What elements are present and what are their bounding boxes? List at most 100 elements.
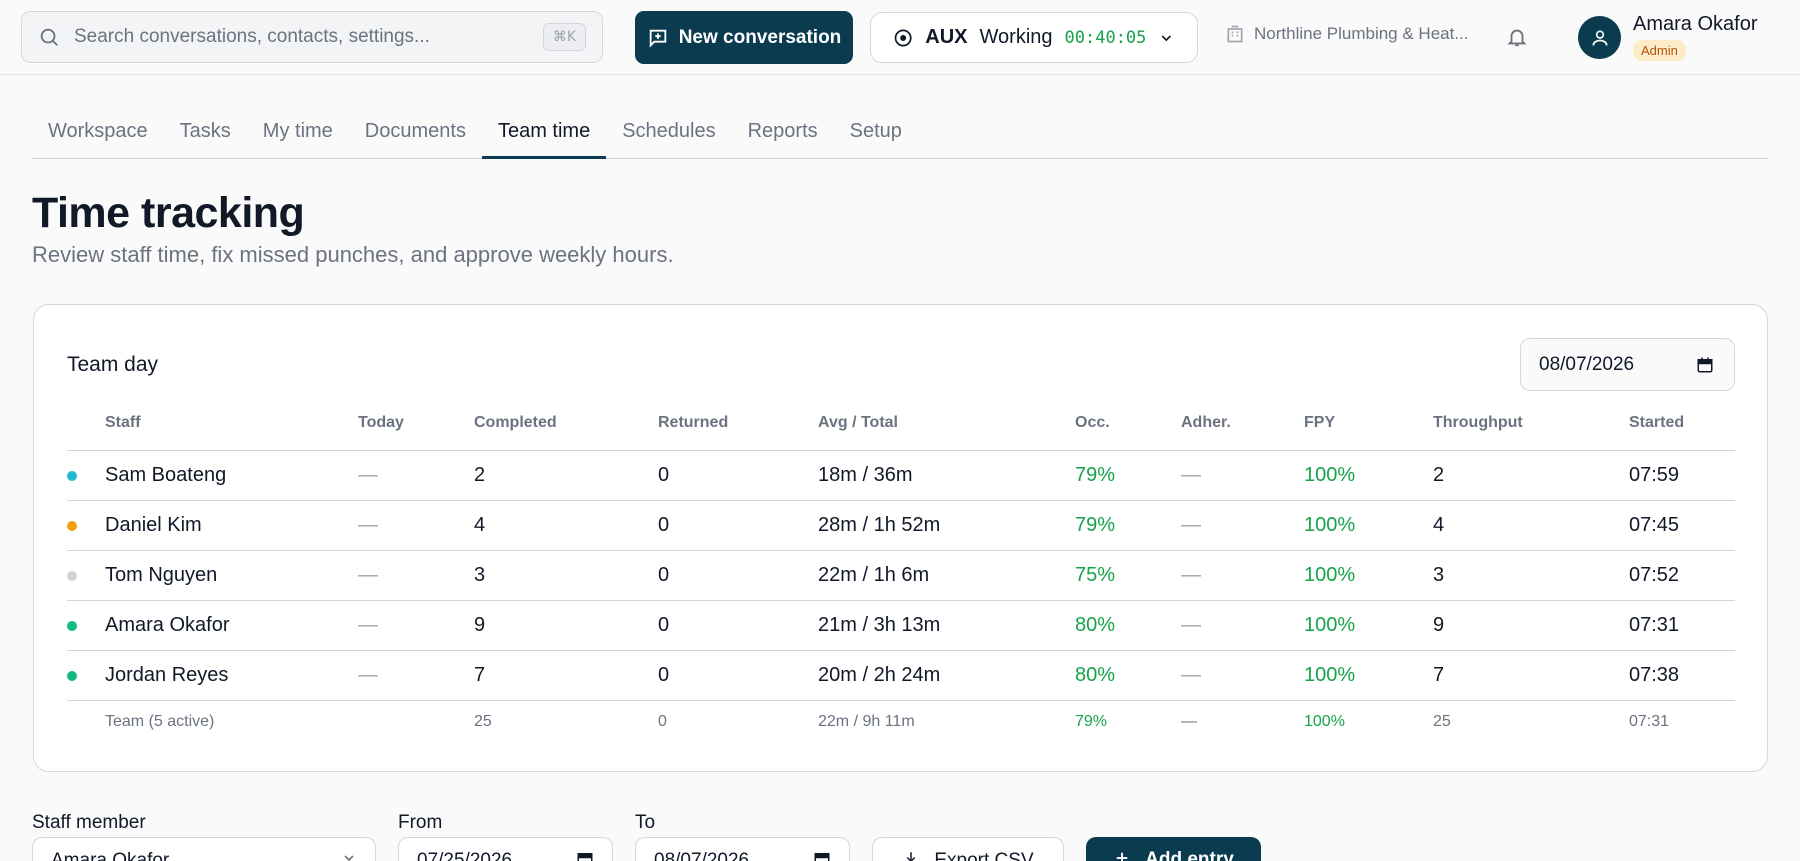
- export-csv-label: Export CSV: [934, 850, 1034, 861]
- fpy-cell: 100%: [1304, 650, 1433, 701]
- status-dot: [67, 670, 77, 681]
- throughput-cell: 25: [1433, 713, 1451, 731]
- status-cell: [67, 600, 105, 651]
- staff-cell: Team (5 active): [105, 713, 215, 731]
- status-cell: [67, 650, 105, 701]
- notifications-button[interactable]: [1506, 26, 1528, 53]
- search-shortcut-badge: ⌘K: [542, 23, 586, 51]
- avg-total-cell: 22m / 1h 6m: [818, 550, 1075, 601]
- today-cell: —: [358, 550, 474, 601]
- adherence-cell: —: [1181, 500, 1304, 551]
- column-header[interactable]: Occ.: [1075, 396, 1181, 451]
- search-input[interactable]: Search conversations, contacts, settings…: [21, 11, 603, 63]
- throughput-cell: 4: [1433, 500, 1629, 551]
- started-cell: 07:31: [1629, 713, 1670, 731]
- occupancy-cell: 80%: [1075, 600, 1181, 651]
- date-value: 08/07/2026: [1539, 353, 1635, 375]
- calendar-icon: [814, 853, 830, 861]
- status-cell: [67, 700, 105, 744]
- team-day-date-input[interactable]: 08/07/2026: [1520, 338, 1735, 391]
- completed-cell: 2: [474, 450, 658, 501]
- returned-cell: 0: [658, 713, 667, 731]
- today-cell: [358, 700, 474, 744]
- staff-cell: Amara Okafor: [105, 600, 358, 651]
- column-header[interactable]: Completed: [474, 396, 658, 451]
- fpy-cell: 100%: [1304, 450, 1433, 501]
- download-icon: [907, 852, 916, 861]
- returned-cell: 0: [658, 550, 818, 601]
- staff-member-select[interactable]: Amara Okafor: [32, 837, 376, 861]
- tab-reports[interactable]: Reports: [747, 120, 818, 142]
- organization-switcher[interactable]: Northline Plumbing & Heat...: [1225, 24, 1469, 44]
- staff-cell: Tom Nguyen: [105, 550, 358, 601]
- table-row[interactable]: Sam Boateng —2 0 18m / 36m 79% —100% 2 07:59: [67, 450, 1735, 501]
- fpy-cell: 100%: [1304, 600, 1433, 651]
- table-row[interactable]: Tom Nguyen —3 0 22m / 1h 6m 75% —100% 3 07:52: [67, 550, 1735, 601]
- occupancy-cell: 79%: [1075, 450, 1181, 501]
- tab-team-time[interactable]: Team time: [481, 110, 607, 159]
- user-icon: [1592, 29, 1607, 46]
- fpy-cell: 100%: [1304, 550, 1433, 601]
- returned-cell: 0: [658, 650, 818, 701]
- adherence-cell: —: [1181, 600, 1304, 651]
- calendar-icon: [577, 853, 593, 861]
- tab-workspace[interactable]: Workspace: [48, 120, 148, 142]
- avg-total-cell: 21m / 3h 13m: [818, 600, 1075, 651]
- adherence-cell: —: [1181, 650, 1304, 701]
- table-row[interactable]: Amara Okafor —9 0 21m / 3h 13m 80% —100% 9 07:3…: [67, 600, 1735, 651]
- status-cell: [67, 550, 105, 601]
- started-cell: 07:52: [1629, 550, 1735, 601]
- returned-cell: 0: [658, 450, 818, 501]
- started-cell: 07:38: [1629, 650, 1735, 701]
- tab-setup[interactable]: Setup: [849, 120, 902, 142]
- tab-my-time[interactable]: My time: [262, 120, 333, 142]
- status-dot: [67, 570, 77, 581]
- column-header[interactable]: FPY: [1304, 396, 1433, 451]
- to-date-input[interactable]: 08/07/2026: [635, 837, 850, 861]
- from-date-value: 07/25/2026: [417, 850, 513, 861]
- adherence-cell: —: [1181, 713, 1197, 731]
- throughput-cell: 7: [1433, 650, 1629, 701]
- search-placeholder: Search conversations, contacts, settings…: [74, 26, 430, 47]
- staff-cell: Sam Boateng: [105, 450, 358, 501]
- throughput-cell: 2: [1433, 450, 1629, 501]
- completed-cell: 25: [474, 713, 492, 731]
- team-total-row: Team (5 active) 25 0 22m / 9h 11m 79% — 100% 25…: [67, 700, 1735, 744]
- aux-timer: 00:40:05: [1064, 27, 1147, 48]
- tab-schedules[interactable]: Schedules: [622, 120, 716, 142]
- building-icon: [1227, 25, 1243, 43]
- add-entry-button[interactable]: Add entry: [1086, 837, 1261, 861]
- new-conversation-button[interactable]: New conversation: [635, 11, 853, 64]
- chevron-down-icon: [1161, 34, 1172, 41]
- tab-documents[interactable]: Documents: [364, 120, 466, 142]
- completed-cell: 3: [474, 550, 658, 601]
- occupancy-cell: 75%: [1075, 550, 1181, 601]
- tab-tasks[interactable]: Tasks: [179, 120, 231, 142]
- page-subtitle: Review staff time, fix missed punches, a…: [32, 242, 674, 267]
- page-title: Time tracking: [32, 189, 305, 237]
- status-dot: [67, 470, 77, 481]
- column-header[interactable]: Today: [358, 396, 474, 451]
- staff-member-label: Staff member: [32, 812, 146, 833]
- staff-cell: Daniel Kim: [105, 500, 358, 551]
- throughput-cell: 3: [1433, 550, 1629, 601]
- fpy-cell: 100%: [1304, 500, 1433, 551]
- column-header[interactable]: Adher.: [1181, 396, 1304, 451]
- table-row[interactable]: Jordan Reyes —7 0 20m / 2h 24m 80% —100% 7 07:3…: [67, 650, 1735, 701]
- aux-status-dropdown[interactable]: AUX Working 00:40:05: [870, 12, 1198, 63]
- throughput-cell: 9: [1433, 600, 1629, 651]
- export-csv-button[interactable]: Export CSV: [872, 837, 1064, 861]
- today-cell: —: [358, 450, 474, 501]
- today-cell: —: [358, 500, 474, 551]
- column-header[interactable]: Throughput: [1433, 396, 1629, 451]
- top-bar: Search conversations, contacts, settings…: [0, 0, 1800, 75]
- table-row[interactable]: Daniel Kim —4 0 28m / 1h 52m 79% —100% 4 07:45: [67, 500, 1735, 551]
- today-cell: —: [358, 600, 474, 651]
- column-header[interactable]: Staff: [105, 396, 358, 451]
- from-date-input[interactable]: 07/25/2026: [398, 837, 613, 861]
- avatar[interactable]: [1578, 16, 1621, 59]
- column-header[interactable]: Avg / Total: [818, 396, 1075, 451]
- column-header[interactable]: Returned: [658, 396, 818, 451]
- column-header[interactable]: Started: [1629, 396, 1735, 451]
- returned-cell: 0: [658, 500, 818, 551]
